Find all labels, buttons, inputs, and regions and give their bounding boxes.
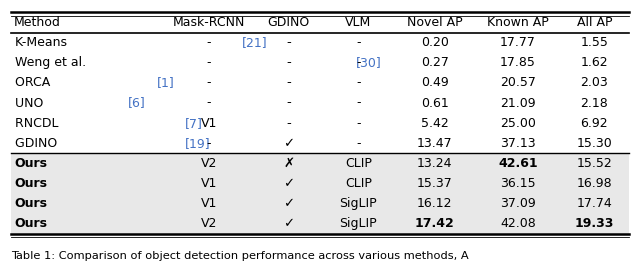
Text: V1: V1 — [201, 197, 217, 210]
Text: 13.47: 13.47 — [417, 137, 452, 150]
Text: [30]: [30] — [355, 56, 381, 69]
Text: 37.13: 37.13 — [500, 137, 536, 150]
Text: UNO: UNO — [15, 97, 47, 109]
Text: CLIP: CLIP — [345, 177, 372, 190]
Text: -: - — [207, 97, 211, 109]
Text: -: - — [286, 97, 291, 109]
Text: ✓: ✓ — [283, 217, 294, 230]
Bar — [11, 173, 629, 193]
Text: GDINO: GDINO — [15, 137, 61, 150]
Text: ✓: ✓ — [283, 197, 294, 210]
Text: 2.18: 2.18 — [580, 97, 608, 109]
Text: GDINO: GDINO — [268, 16, 310, 29]
Text: [1]: [1] — [157, 76, 175, 89]
Text: Method: Method — [14, 16, 61, 29]
Text: Ours: Ours — [15, 177, 48, 190]
Text: 0.27: 0.27 — [420, 56, 449, 69]
Text: 6.92: 6.92 — [580, 117, 608, 130]
Text: ✗: ✗ — [283, 157, 294, 170]
Text: -: - — [356, 56, 360, 69]
Bar — [11, 193, 629, 214]
Text: K-Means: K-Means — [15, 36, 71, 49]
Text: 17.42: 17.42 — [415, 217, 454, 230]
Text: 17.77: 17.77 — [500, 36, 536, 49]
Text: 36.15: 36.15 — [500, 177, 536, 190]
Text: [21]: [21] — [242, 36, 268, 49]
Text: 42.08: 42.08 — [500, 217, 536, 230]
Text: 2.03: 2.03 — [580, 76, 608, 89]
Text: 0.61: 0.61 — [420, 97, 449, 109]
Text: 0.49: 0.49 — [420, 76, 449, 89]
Text: 37.09: 37.09 — [500, 197, 536, 210]
Text: 17.85: 17.85 — [500, 56, 536, 69]
Text: 15.30: 15.30 — [577, 137, 612, 150]
Text: [19]: [19] — [185, 137, 211, 150]
Text: -: - — [356, 117, 360, 130]
Text: 21.09: 21.09 — [500, 97, 536, 109]
Text: 13.24: 13.24 — [417, 157, 452, 170]
Text: V2: V2 — [201, 217, 217, 230]
Text: -: - — [207, 76, 211, 89]
Text: -: - — [207, 137, 211, 150]
Text: 19.33: 19.33 — [575, 217, 614, 230]
Text: V1: V1 — [201, 177, 217, 190]
Text: SigLIP: SigLIP — [339, 217, 377, 230]
Text: SigLIP: SigLIP — [339, 197, 377, 210]
Text: RNCDL: RNCDL — [15, 117, 62, 130]
Text: 1.62: 1.62 — [580, 56, 608, 69]
Text: Ours: Ours — [15, 157, 48, 170]
Text: 15.37: 15.37 — [417, 177, 452, 190]
Text: Ours: Ours — [15, 197, 48, 210]
Text: Mask-RCNN: Mask-RCNN — [173, 16, 245, 29]
Text: Weng et al.: Weng et al. — [15, 56, 90, 69]
Text: -: - — [286, 56, 291, 69]
Text: VLM: VLM — [345, 16, 371, 29]
Text: 17.74: 17.74 — [577, 197, 612, 210]
Text: 16.12: 16.12 — [417, 197, 452, 210]
Text: Known AP: Known AP — [487, 16, 549, 29]
Text: -: - — [356, 137, 360, 150]
Bar — [11, 214, 629, 234]
Text: V1: V1 — [201, 117, 217, 130]
Text: Novel AP: Novel AP — [407, 16, 463, 29]
Text: -: - — [286, 117, 291, 130]
Text: -: - — [356, 36, 360, 49]
Text: ✓: ✓ — [283, 137, 294, 150]
Text: -: - — [207, 56, 211, 69]
Text: 25.00: 25.00 — [500, 117, 536, 130]
Text: Ours: Ours — [15, 217, 48, 230]
Text: -: - — [286, 36, 291, 49]
Text: ORCA: ORCA — [15, 76, 54, 89]
Text: 0.20: 0.20 — [420, 36, 449, 49]
Text: V2: V2 — [201, 157, 217, 170]
Text: [6]: [6] — [129, 97, 146, 109]
Text: -: - — [356, 76, 360, 89]
Text: -: - — [286, 76, 291, 89]
Text: -: - — [356, 97, 360, 109]
Bar — [11, 153, 629, 173]
Text: [7]: [7] — [185, 117, 203, 130]
Text: 42.61: 42.61 — [498, 157, 538, 170]
Text: 1.55: 1.55 — [580, 36, 608, 49]
Text: 20.57: 20.57 — [500, 76, 536, 89]
Text: 15.52: 15.52 — [577, 157, 612, 170]
Text: ✓: ✓ — [283, 177, 294, 190]
Text: CLIP: CLIP — [345, 157, 372, 170]
Text: Table 1: Comparison of object detection performance across various methods, A: Table 1: Comparison of object detection … — [11, 251, 468, 261]
Text: 5.42: 5.42 — [420, 117, 449, 130]
Text: -: - — [207, 36, 211, 49]
Text: 16.98: 16.98 — [577, 177, 612, 190]
Text: All AP: All AP — [577, 16, 612, 29]
